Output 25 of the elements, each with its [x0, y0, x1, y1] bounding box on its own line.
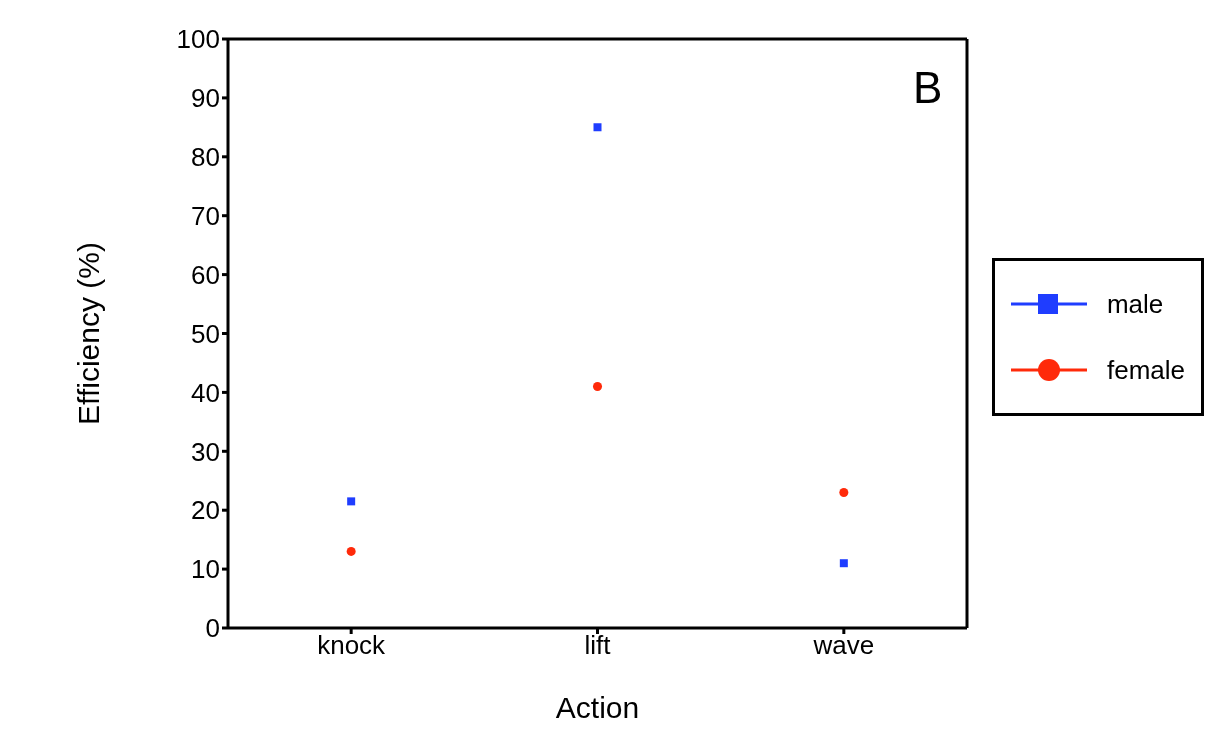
y-tick-label: 50: [191, 318, 220, 349]
x-axis-title: Action: [555, 691, 640, 724]
y-tick-label: 10: [191, 554, 220, 585]
y-tick-label: 80: [191, 142, 220, 173]
x-tick-label: knock: [317, 630, 387, 661]
y-axis-title: Efficiency (%): [71, 242, 105, 425]
x-tick-label: lift: [584, 630, 612, 661]
y-tick-label: 100: [176, 24, 220, 55]
point: [839, 559, 848, 568]
y-tick-label: 40: [191, 377, 220, 408]
y-tick-label: 20: [191, 495, 220, 526]
y-tick-label: 90: [191, 83, 220, 114]
point: [593, 123, 602, 132]
legend-label: male: [1106, 288, 1164, 320]
legend-label: female: [1106, 354, 1185, 386]
y-tick-label: 60: [191, 259, 220, 290]
y-tick-label: 70: [191, 200, 220, 231]
point: [839, 488, 849, 498]
x-tick-label: wave: [812, 630, 875, 661]
y-tick-label: 30: [191, 436, 220, 467]
point: [346, 546, 356, 556]
point: [347, 497, 356, 506]
annotation: B: [913, 63, 943, 113]
point: [592, 382, 603, 392]
y-tick-label: 0: [205, 613, 220, 644]
